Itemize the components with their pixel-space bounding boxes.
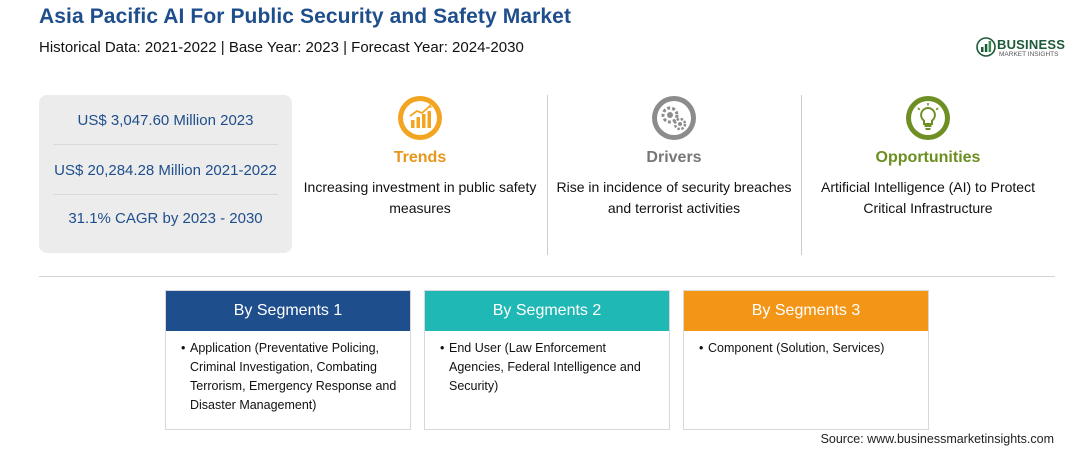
stat-divider <box>53 194 278 195</box>
logo-name: BUSINESS <box>997 37 1066 52</box>
opportunities-card: Opportunities Artificial Intelligence (A… <box>806 95 1050 255</box>
segment-card-1: By Segments 1 • Application (Preventativ… <box>165 290 411 430</box>
card-divider <box>547 95 548 255</box>
company-logo: BUSINESS MARKET INSIGHTS <box>975 36 1065 60</box>
bullet-icon: • <box>181 341 186 355</box>
segment-1-body: • Application (Preventative Policing, Cr… <box>181 339 403 415</box>
segment-3-body: • Component (Solution, Services) <box>699 339 921 358</box>
stat-divider <box>53 144 278 145</box>
opportunities-text: Artificial Intelligence (AI) to Protect … <box>821 179 1035 216</box>
gears-icon <box>652 96 696 140</box>
page-title: Asia Pacific AI For Public Security and … <box>39 5 572 28</box>
card-divider <box>801 95 802 255</box>
bullet-icon: • <box>440 341 445 355</box>
drivers-title: Drivers <box>646 149 702 166</box>
stat-market-size-historical: US$ 20,284.28 Million 2021-2022 <box>54 162 277 179</box>
trends-card: Trends Increasing investment in public s… <box>298 95 542 255</box>
source-citation: Source: www.businessmarketinsights.com <box>820 432 1054 446</box>
segment-card-2: By Segments 2 • End User (Law Enforcemen… <box>424 290 670 430</box>
page-subtitle: Historical Data: 2021-2022 | Base Year: … <box>39 39 524 56</box>
market-stats-panel: US$ 3,047.60 Million 2023 US$ 20,284.28 … <box>39 95 292 253</box>
stat-cagr: 31.1% CAGR by 2023 - 2030 <box>68 210 263 227</box>
trends-text: Increasing investment in public safety m… <box>303 179 537 216</box>
chart-growth-icon <box>398 96 442 140</box>
stat-market-size-2023: US$ 3,047.60 Million 2023 <box>77 112 254 129</box>
bullet-icon: • <box>699 341 704 355</box>
lightbulb-icon <box>906 96 950 140</box>
logo-mark-icon <box>976 37 996 57</box>
segment-3-title: By Segments 3 <box>684 291 928 331</box>
segment-card-3: By Segments 3 • Component (Solution, Ser… <box>683 290 929 430</box>
segment-1-item: Application (Preventative Policing, Crim… <box>190 341 397 412</box>
segment-1-title: By Segments 1 <box>166 291 410 331</box>
segment-3-item: Component (Solution, Services) <box>708 341 885 355</box>
segment-2-body: • End User (Law Enforcement Agencies, Fe… <box>440 339 662 396</box>
section-divider <box>39 276 1055 277</box>
segment-2-item: End User (Law Enforcement Agencies, Fede… <box>449 341 641 393</box>
segment-2-title: By Segments 2 <box>425 291 669 331</box>
opportunities-title: Opportunities <box>875 149 981 166</box>
drivers-card: Drivers Rise in incidence of security br… <box>552 95 796 255</box>
trends-title: Trends <box>393 149 447 166</box>
logo-tagline: MARKET INSIGHTS <box>999 51 1059 58</box>
drivers-text: Rise in incidence of security breaches a… <box>556 179 792 216</box>
